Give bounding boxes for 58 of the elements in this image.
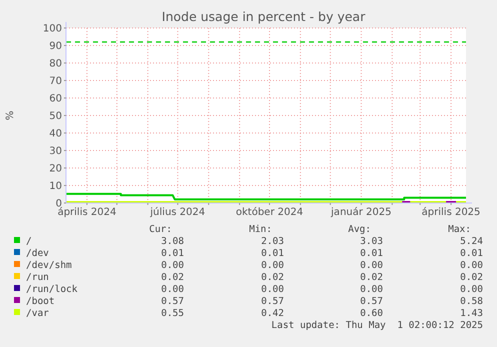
text: 0.57 <box>261 296 284 307</box>
text: 0.01 <box>360 248 384 259</box>
y-tick-label: 10 <box>49 181 62 192</box>
text: 0.02 <box>261 272 284 283</box>
text: 3.03 <box>360 236 383 247</box>
legend-label: /run/lock <box>26 284 78 295</box>
legend-label: /dev <box>26 248 50 259</box>
y-axis-title: % <box>5 110 16 120</box>
y-tick-label: 90 <box>49 41 62 52</box>
text: 0.00 <box>161 284 184 295</box>
text: Cur: <box>149 224 172 235</box>
text: 0.58 <box>460 296 484 307</box>
y-tick-label: 50 <box>49 111 62 122</box>
text: 0.02 <box>360 272 383 283</box>
text: 0.00 <box>161 260 184 271</box>
text: 0.60 <box>360 308 384 319</box>
text: 1.43 <box>460 308 483 319</box>
text: 0.01 <box>460 248 484 259</box>
y-tick-label: 80 <box>49 58 62 70</box>
y-tick-label: 100 <box>42 24 62 34</box>
legend-label: /var <box>26 308 50 319</box>
text: 0.55 <box>161 308 184 319</box>
text: 0.00 <box>460 284 484 295</box>
x-tick-label: január 2025 <box>330 207 392 218</box>
legend-label: /boot <box>26 296 55 307</box>
text: 0.57 <box>161 296 184 307</box>
text: 0.01 <box>261 248 284 259</box>
text: Min: <box>249 224 272 235</box>
legend-label: /run <box>26 272 49 283</box>
legend-label: /dev/shm <box>26 260 72 271</box>
text: 0.00 <box>261 260 284 271</box>
y-tick-label: 20 <box>49 164 62 174</box>
text: 0.00 <box>460 260 484 271</box>
text: 0.57 <box>360 296 383 307</box>
y-tick-label: 60 <box>49 94 62 104</box>
text: Last update: Thu May 1 02:00:12 2025 <box>271 320 483 331</box>
text: 2.03 <box>261 236 284 247</box>
text: 0.00 <box>360 284 384 295</box>
text: 0.01 <box>161 248 184 259</box>
text: Avg: <box>348 224 371 235</box>
x-tick-label: április 2024 <box>58 207 116 218</box>
y-tick-label: 70 <box>49 76 62 87</box>
x-tick-label: október 2024 <box>236 207 304 218</box>
text: 0.00 <box>261 284 284 295</box>
text: 5.24 <box>460 236 484 247</box>
y-tick-label: 30 <box>49 146 62 157</box>
x-tick-label: április 2025 <box>422 207 480 218</box>
text: 0.02 <box>460 272 483 283</box>
text: Max: <box>448 224 471 235</box>
text: 0.02 <box>161 272 184 283</box>
text: 0.00 <box>360 260 384 271</box>
chart-title: Inode usage in percent - by year <box>162 9 366 24</box>
legend-label: / <box>26 236 32 247</box>
x-tick-label: július 2024 <box>149 207 206 218</box>
y-tick-label: 0 <box>56 198 62 210</box>
text: 0.42 <box>261 308 284 319</box>
text: 3.08 <box>161 236 184 247</box>
y-tick-label: 40 <box>49 128 62 140</box>
